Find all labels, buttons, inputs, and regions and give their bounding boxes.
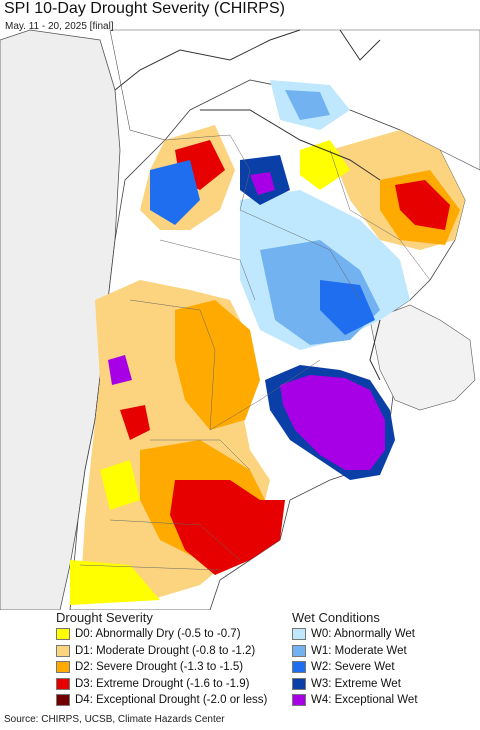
- wet-swatch: [292, 694, 306, 706]
- d3-zone-west: [120, 405, 150, 440]
- wet-legend-label: W0: Abnormally Wet: [311, 628, 415, 640]
- drought-legend-label: D0: Abnormally Dry (-0.5 to -0.7): [75, 628, 241, 640]
- drought-legend-label: D2: Severe Drought (-1.3 to -1.5): [75, 661, 244, 673]
- wet-legend-item: W3: Extreme Wet: [292, 677, 401, 690]
- d3-zone-ne: [395, 180, 450, 230]
- drought-swatch: [56, 677, 70, 690]
- w2-zone: [150, 160, 200, 225]
- admin-borders: [79, 134, 431, 571]
- wet-swatch: [292, 628, 306, 640]
- source-credit: Source: CHIRPS, UCSB, Climate Hazards Ce…: [4, 714, 225, 725]
- drought-swatch: [56, 661, 70, 673]
- d0-patch-2: [300, 140, 350, 190]
- map-subtitle: May. 11 - 20, 2025 [final]: [5, 21, 114, 32]
- drought-swatch: [56, 628, 70, 640]
- wet-legend-item: W1: Moderate Wet: [292, 644, 407, 657]
- d3-zone-south: [170, 480, 285, 575]
- drought-legend-item: D2: Severe Drought (-1.3 to -1.5): [56, 661, 243, 673]
- uruguay-region: [369, 304, 476, 411]
- drought-legend-item: D4: Exceptional Drought (-2.0 or less): [56, 694, 267, 706]
- w2-zone-east: [320, 280, 375, 335]
- wet-legend-label: W2: Severe Wet: [311, 661, 395, 673]
- drought-swatch: [56, 694, 70, 706]
- wet-legend-label: W3: Extreme Wet: [311, 677, 401, 690]
- wet-legend-title: Wet Conditions: [292, 610, 380, 625]
- w4-zone-main: [280, 375, 385, 470]
- drought-legend-label: D4: Exceptional Drought (-2.0 or less): [75, 694, 268, 706]
- wet-legend-label: W4: Exceptional Wet: [311, 694, 418, 706]
- w1-zone-north: [285, 90, 330, 120]
- wet-legend-item: W4: Exceptional Wet: [292, 694, 418, 706]
- drought-legend-item: D1: Moderate Drought (-0.8 to -1.2): [56, 644, 256, 657]
- country-borders: [114, 29, 381, 381]
- d2-zone-central: [175, 300, 260, 430]
- wet-swatch: [292, 677, 306, 690]
- drought-map: [0, 29, 480, 610]
- drought-swatch: [56, 644, 70, 657]
- wet-legend-item: W0: Abnormally Wet: [292, 628, 415, 640]
- drought-legend-item: D0: Abnormally Dry (-0.5 to -0.7): [56, 628, 241, 640]
- d0-patch-1: [70, 560, 160, 605]
- wet-swatch: [292, 644, 306, 657]
- wet-swatch: [292, 661, 306, 673]
- map-title: SPI 10-Day Drought Severity (CHIRPS): [4, 0, 285, 17]
- drought-legend-item: D3: Extreme Drought (-1.6 to -1.9): [56, 677, 250, 690]
- legend: Drought Severity Wet Conditions D0: Abno…: [0, 610, 480, 712]
- wet-legend-label: W1: Moderate Wet: [311, 644, 407, 657]
- wet-legend-item: W2: Severe Wet: [292, 661, 395, 673]
- drought-legend-label: D3: Extreme Drought (-1.6 to -1.9): [75, 677, 250, 690]
- drought-legend-label: D1: Moderate Drought (-0.8 to -1.2): [75, 644, 256, 657]
- w4-zone-north: [250, 172, 275, 195]
- w4-zone-west: [108, 355, 132, 385]
- d0-patch-3: [100, 460, 140, 510]
- drought-legend-title: Drought Severity: [56, 610, 153, 625]
